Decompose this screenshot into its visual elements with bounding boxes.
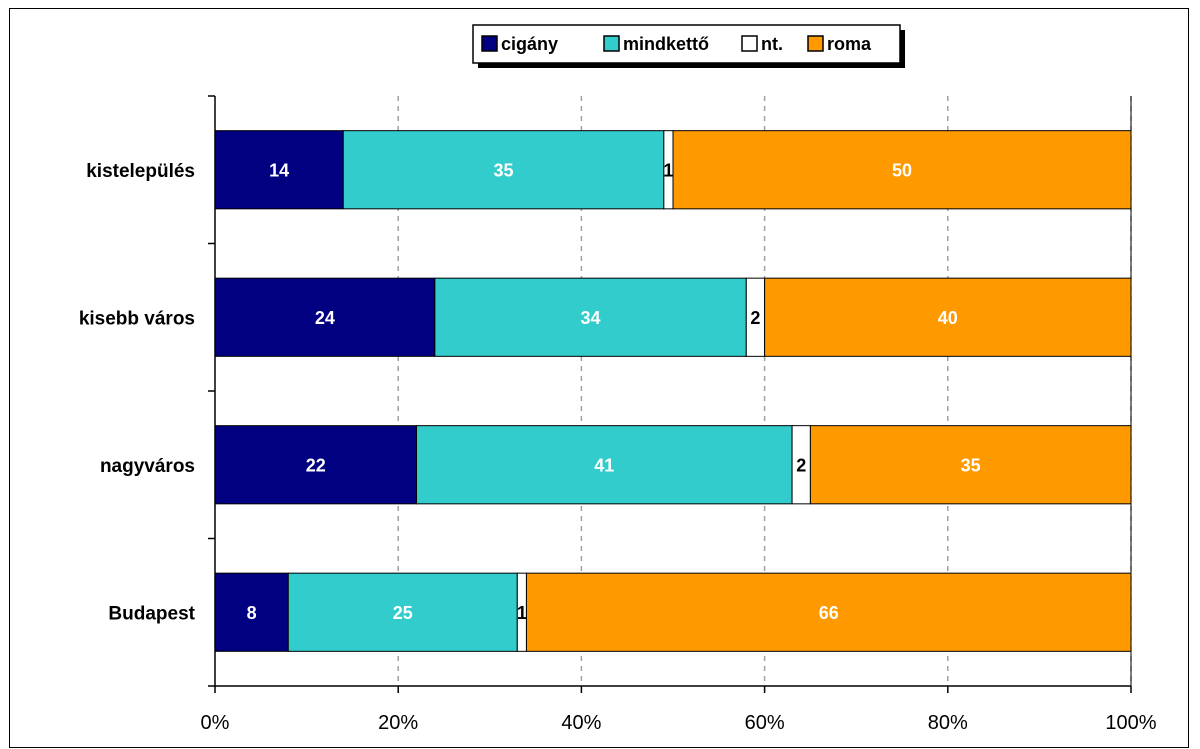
bar-mindketto-kisebb-varos [434,277,747,357]
data-label: 25 [393,603,413,623]
bar-roma-kistelepules [672,130,1132,210]
data-label: 50 [892,160,912,180]
bar-mindketto-kistelepules [342,130,665,210]
axes: kistelepülés kisebb város nagyváros Budapes… [79,95,1157,734]
legend-swatch-roma [807,35,824,52]
bar-cigany-budapest [214,572,289,652]
bar-roma-nagyvaros [809,425,1132,505]
x-tick-label: 80% [928,712,968,734]
data-label: 2 [796,455,806,475]
x-tick-label: 100% [1105,712,1156,734]
data-label: 22 [306,455,326,475]
legend-swatch-cigany [481,35,498,52]
category-label: nagyváros [100,456,195,477]
x-tick-label: 60% [745,712,785,734]
data-label: 2 [750,308,760,328]
data-label: 1 [517,603,527,623]
data-label: 66 [819,603,839,623]
data-label: 14 [269,160,289,180]
bar-mindketto-budapest [287,572,518,652]
data-label: 35 [961,455,981,475]
legend-swatch-mindketto [603,35,620,52]
bar-cigany-kisebb-varos [214,277,436,357]
legend-label: roma [827,34,872,54]
bars: 14 35 1 50 24 34 2 40 22 41 2 35 8 25 1 66 [214,130,1132,652]
data-label: 8 [247,603,257,623]
bar-cigany-nagyvaros [214,425,418,505]
legend-label: cigány [501,34,558,54]
data-label: 24 [315,308,335,328]
x-tick-label: 20% [378,712,418,734]
category-label: kisebb város [79,308,195,329]
x-tick-label: 40% [561,712,601,734]
data-label: 1 [663,160,673,180]
legend-label: mindkettő [623,34,709,54]
legend: cigány mindkettő nt. roma [472,24,905,68]
legend-box [472,24,901,64]
data-label: 40 [938,308,958,328]
bar-roma-kisebb-varos [764,277,1132,357]
category-label: kistelepülés [86,161,195,182]
legend-label: nt. [761,34,783,54]
category-label: Budapest [108,603,195,624]
data-label: 34 [581,308,601,328]
legend-swatch-nt [741,35,758,52]
bar-mindketto-nagyvaros [416,425,793,505]
x-tick-label: 0% [201,712,230,734]
data-label: 35 [494,160,514,180]
data-label: 41 [594,455,614,475]
